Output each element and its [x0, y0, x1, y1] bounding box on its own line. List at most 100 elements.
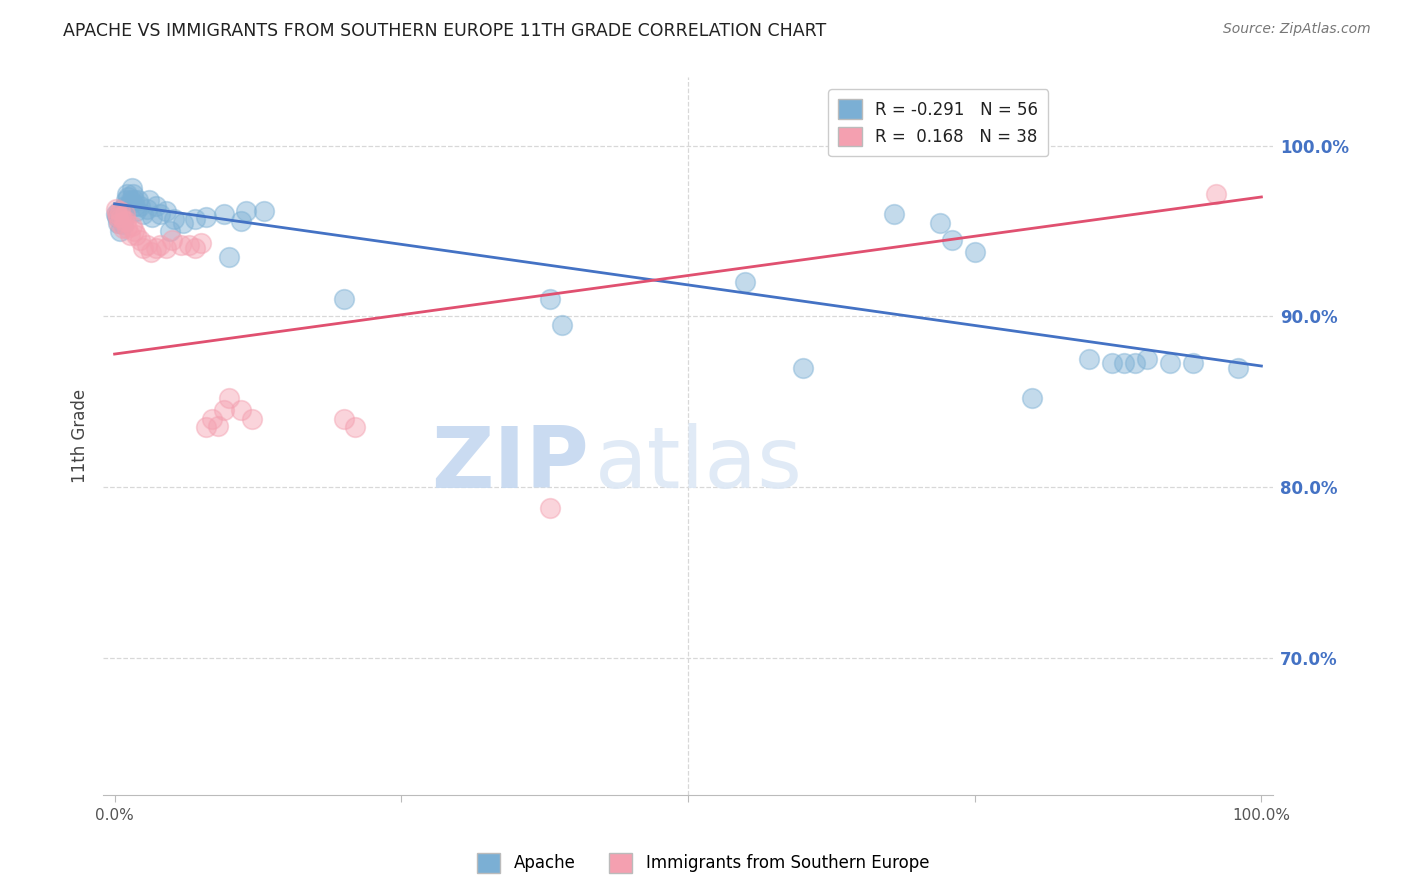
Text: atlas: atlas: [595, 423, 803, 506]
Point: [212, 403, 235, 417]
Point: [212, 207, 235, 221]
Point: [110, 224, 132, 238]
Text: Source: ZipAtlas.com: Source: ZipAtlas.com: [1223, 22, 1371, 37]
Point: [127, 194, 149, 208]
Point: [941, 233, 963, 247]
Point: [963, 244, 986, 259]
Point: [184, 241, 207, 255]
Point: [110, 211, 132, 225]
Point: [883, 207, 905, 221]
Point: [1101, 355, 1123, 369]
Point: [1112, 355, 1135, 369]
Point: [124, 198, 146, 212]
Point: [145, 198, 167, 212]
Point: [344, 420, 367, 434]
Point: [114, 198, 136, 212]
Point: [107, 216, 129, 230]
Point: [184, 212, 207, 227]
Point: [734, 276, 756, 290]
Point: [108, 203, 131, 218]
Point: [125, 203, 148, 218]
Point: [1205, 186, 1227, 201]
Point: [929, 216, 952, 230]
Point: [201, 412, 224, 426]
Point: [121, 219, 143, 233]
Point: [115, 220, 138, 235]
Point: [107, 211, 129, 225]
Point: [120, 194, 142, 208]
Point: [112, 214, 135, 228]
Point: [218, 392, 240, 406]
Point: [141, 211, 163, 225]
Point: [141, 244, 163, 259]
Point: [170, 237, 193, 252]
Point: [115, 214, 138, 228]
Point: [118, 227, 141, 242]
Point: [551, 318, 574, 332]
Point: [240, 412, 263, 426]
Point: [115, 186, 138, 201]
Point: [1136, 352, 1159, 367]
Point: [218, 250, 240, 264]
Point: [128, 198, 150, 212]
Point: [333, 412, 356, 426]
Point: [1078, 352, 1101, 367]
Point: [1021, 392, 1043, 406]
Point: [128, 233, 150, 247]
Point: [538, 293, 561, 307]
Point: [172, 216, 194, 230]
Point: [112, 207, 135, 221]
Point: [155, 203, 177, 218]
Point: [163, 212, 186, 227]
Point: [135, 202, 157, 216]
Point: [145, 241, 167, 255]
Point: [159, 224, 181, 238]
Point: [179, 237, 201, 252]
Point: [105, 211, 128, 225]
Point: [1123, 355, 1146, 369]
Point: [1227, 360, 1250, 375]
Point: [149, 237, 172, 252]
Point: [235, 203, 257, 218]
Point: [195, 420, 218, 434]
Point: [229, 403, 252, 417]
Point: [138, 194, 160, 208]
Point: [132, 241, 155, 255]
Point: [132, 207, 155, 221]
Point: [105, 207, 128, 221]
Point: [195, 211, 218, 225]
Point: [104, 207, 127, 221]
Text: ZIP: ZIP: [430, 423, 589, 506]
Point: [125, 227, 148, 242]
Point: [104, 202, 127, 216]
Point: [111, 217, 134, 231]
Text: APACHE VS IMMIGRANTS FROM SOUTHERN EUROPE 11TH GRADE CORRELATION CHART: APACHE VS IMMIGRANTS FROM SOUTHERN EUROP…: [63, 22, 827, 40]
Point: [135, 237, 157, 252]
Point: [207, 418, 229, 433]
Point: [333, 293, 356, 307]
Point: [538, 500, 561, 515]
Point: [149, 207, 172, 221]
Legend: R = -0.291   N = 56, R =  0.168   N = 38: R = -0.291 N = 56, R = 0.168 N = 38: [828, 89, 1047, 156]
Point: [190, 235, 212, 250]
Y-axis label: 11th Grade: 11th Grade: [72, 389, 89, 483]
Point: [118, 196, 141, 211]
Point: [160, 233, 183, 247]
Point: [108, 216, 131, 230]
Point: [122, 194, 145, 208]
Point: [117, 190, 139, 204]
Point: [792, 360, 814, 375]
Point: [122, 186, 145, 201]
Point: [115, 194, 138, 208]
Point: [1181, 355, 1204, 369]
Point: [229, 214, 252, 228]
Point: [114, 207, 136, 221]
Point: [121, 181, 143, 195]
Point: [110, 203, 132, 218]
Point: [110, 211, 132, 225]
Point: [1159, 355, 1181, 369]
Point: [111, 220, 134, 235]
Point: [155, 241, 177, 255]
Legend: Apache, Immigrants from Southern Europe: Apache, Immigrants from Southern Europe: [471, 847, 935, 880]
Point: [122, 224, 145, 238]
